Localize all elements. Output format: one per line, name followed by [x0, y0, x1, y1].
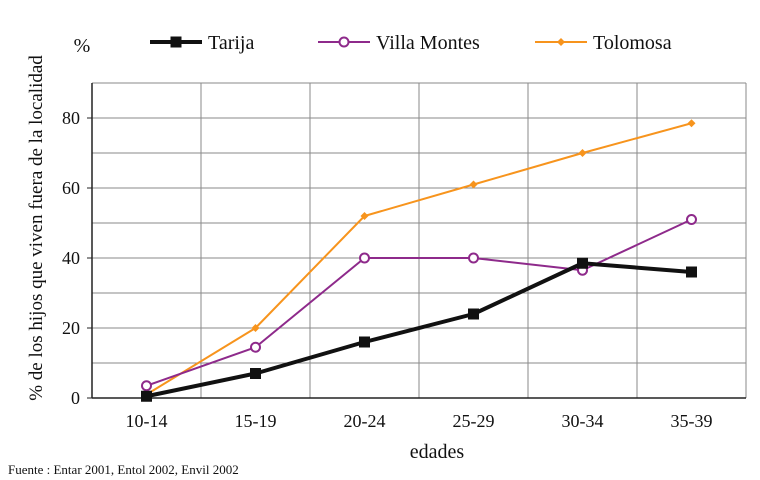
data-point-villa-montes	[686, 214, 697, 225]
data-point-villa-montes	[250, 341, 261, 353]
legend-label-villa-montes: Villa Montes	[376, 32, 480, 54]
source-note: Fuente : Entar 2001, Entol 2002, Envil 2…	[8, 462, 239, 477]
data-point-tolomosa	[687, 119, 696, 128]
series-lines	[145, 122, 692, 399]
axes	[87, 83, 746, 399]
y-tick-labels: 0 20 40 60 80	[62, 108, 80, 408]
y-axis-title: % de los hijos que viven fuera de la loc…	[26, 55, 47, 401]
data-point-tarija	[577, 257, 588, 269]
series-line-tolomosa	[145, 122, 692, 396]
x-tick-labels: 10-14 15-19 20-24 25-29 30-34 35-39	[126, 411, 713, 431]
x-tick-label: 35-39	[671, 411, 713, 431]
x-tick-label: 25-29	[453, 411, 495, 431]
data-point-tolomosa	[578, 149, 587, 157]
data-point-villa-montes	[468, 252, 479, 264]
plot-grid	[92, 82, 747, 398]
legend-marker-tarija	[170, 36, 182, 48]
x-tick-label: 30-34	[562, 411, 604, 431]
y-tick-label: 40	[62, 248, 80, 268]
series-line-villa-montes	[146, 218, 692, 387]
series-line-tarija	[146, 261, 692, 399]
y-tick-label: 0	[71, 388, 80, 408]
legend-label-tolomosa: Tolomosa	[593, 32, 672, 54]
series-markers	[141, 119, 697, 402]
y-tick-label: 60	[62, 178, 80, 198]
data-point-tarija	[141, 390, 152, 402]
data-point-tarija	[686, 266, 697, 278]
data-point-villa-montes	[141, 380, 152, 392]
data-point-tarija	[468, 308, 479, 320]
x-tick-label: 15-19	[235, 411, 277, 431]
y-tick-label: 20	[62, 318, 80, 338]
legend-marker-villa-montes	[338, 36, 350, 48]
x-axis-title: edades	[410, 441, 465, 463]
x-tick-label: 20-24	[344, 411, 386, 431]
y-tick-label: 80	[62, 108, 80, 128]
data-point-villa-montes	[359, 252, 370, 264]
x-tick-label: 10-14	[126, 411, 168, 431]
legend: Tarija Villa Montes Tolomosa	[150, 32, 672, 54]
y-unit-label: %	[74, 35, 91, 57]
legend-label-tarija: Tarija	[208, 32, 254, 54]
data-point-tolomosa	[469, 180, 478, 189]
data-point-tolomosa	[360, 212, 369, 220]
legend-marker-tolomosa	[557, 38, 565, 46]
data-point-tarija	[359, 336, 370, 348]
data-point-tolomosa	[251, 324, 260, 332]
data-point-tarija	[250, 368, 261, 379]
